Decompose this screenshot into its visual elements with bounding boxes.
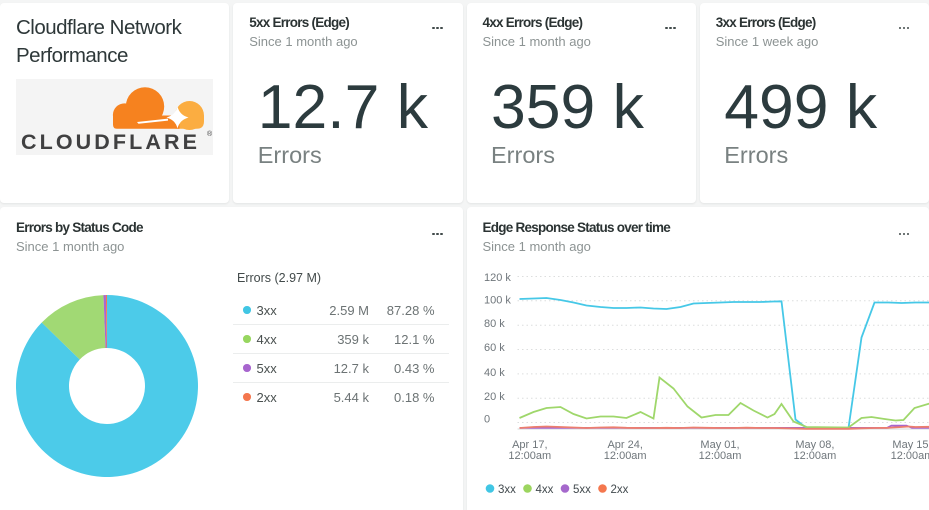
svg-text:2xx: 2xx [610,484,628,496]
svg-text:20 k: 20 k [484,391,505,403]
svg-text:40 k: 40 k [484,367,505,379]
svg-text:3xx: 3xx [498,484,516,496]
svg-text:Apr 17,: Apr 17, [512,439,547,451]
svg-text:12:00am: 12:00am [508,449,551,461]
svg-text:12:00am: 12:00am [890,449,928,461]
svg-text:Apr 24,: Apr 24, [607,439,642,451]
svg-text:12:00am: 12:00am [793,449,836,461]
svg-text:May 01,: May 01, [700,439,739,451]
svg-text:5xx: 5xx [573,484,591,496]
svg-text:0: 0 [484,413,490,425]
svg-text:60 k: 60 k [484,342,505,354]
svg-text:12:00am: 12:00am [603,449,646,461]
svg-text:CLOUDFLARE: CLOUDFLARE [21,130,200,154]
svg-text:May 15,: May 15, [892,439,929,451]
svg-text:®: ® [207,130,213,138]
svg-text:120 k: 120 k [484,272,511,284]
svg-text:May 08,: May 08, [795,439,834,451]
svg-text:100 k: 100 k [484,294,511,306]
svg-text:80 k: 80 k [484,318,505,330]
svg-text:12:00am: 12:00am [698,449,741,461]
svg-text:4xx: 4xx [535,484,553,496]
